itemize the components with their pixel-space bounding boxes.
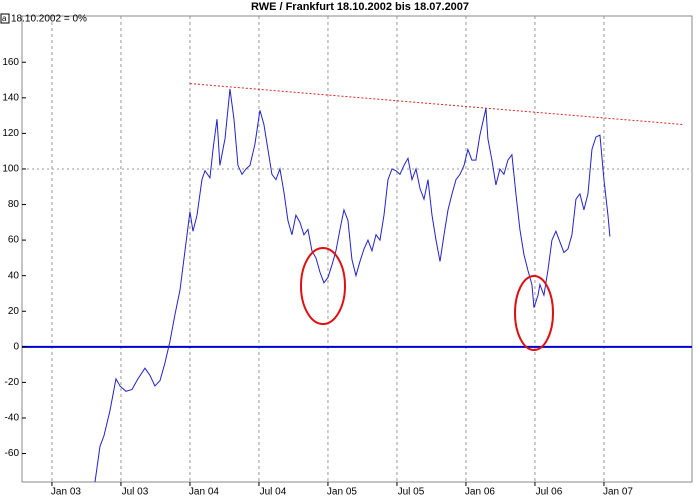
- highlight-circle: [514, 275, 554, 351]
- y-tick-label: 40: [8, 270, 20, 281]
- x-tick-label: Jan 07: [603, 487, 633, 498]
- y-tick-label: 100: [2, 164, 19, 175]
- x-tick-label: Jul 06: [536, 487, 563, 498]
- y-tick-label: -60: [5, 448, 20, 459]
- y-tick-label: 20: [8, 306, 20, 317]
- x-tick-label: Jan 06: [465, 487, 495, 498]
- chart-title: RWE / Frankfurt 18.10.2002 bis 18.07.200…: [251, 1, 469, 13]
- x-tick-label: Jan 04: [189, 487, 219, 498]
- y-tick-label: 60: [8, 235, 20, 246]
- x-tick-label: Jan 03: [51, 487, 81, 498]
- x-tick-label: Jan 05: [327, 487, 357, 498]
- y-tick-label: 160: [2, 57, 19, 68]
- y-tick-label: 0: [13, 341, 19, 352]
- trend-line: [189, 83, 683, 125]
- plot: [22, 16, 692, 482]
- legend-icon-glyph: a: [2, 14, 7, 23]
- highlight-circle: [300, 247, 346, 325]
- y-tick-label: -40: [5, 413, 20, 424]
- legend-icon: [0, 13, 10, 24]
- y-tick-label: 80: [8, 199, 20, 210]
- plot-frame: [21, 15, 693, 483]
- y-tick-label: 140: [2, 92, 19, 103]
- x-tick-label: Jul 05: [398, 487, 425, 498]
- x-tick-label: Jul 04: [260, 487, 287, 498]
- y-tick-label: 120: [2, 128, 19, 139]
- price-line: [94, 88, 611, 482]
- y-tick-label: -20: [5, 377, 20, 388]
- x-tick-label: Jul 03: [122, 487, 149, 498]
- legend-label: 18.10.2002 = 0%: [11, 14, 87, 25]
